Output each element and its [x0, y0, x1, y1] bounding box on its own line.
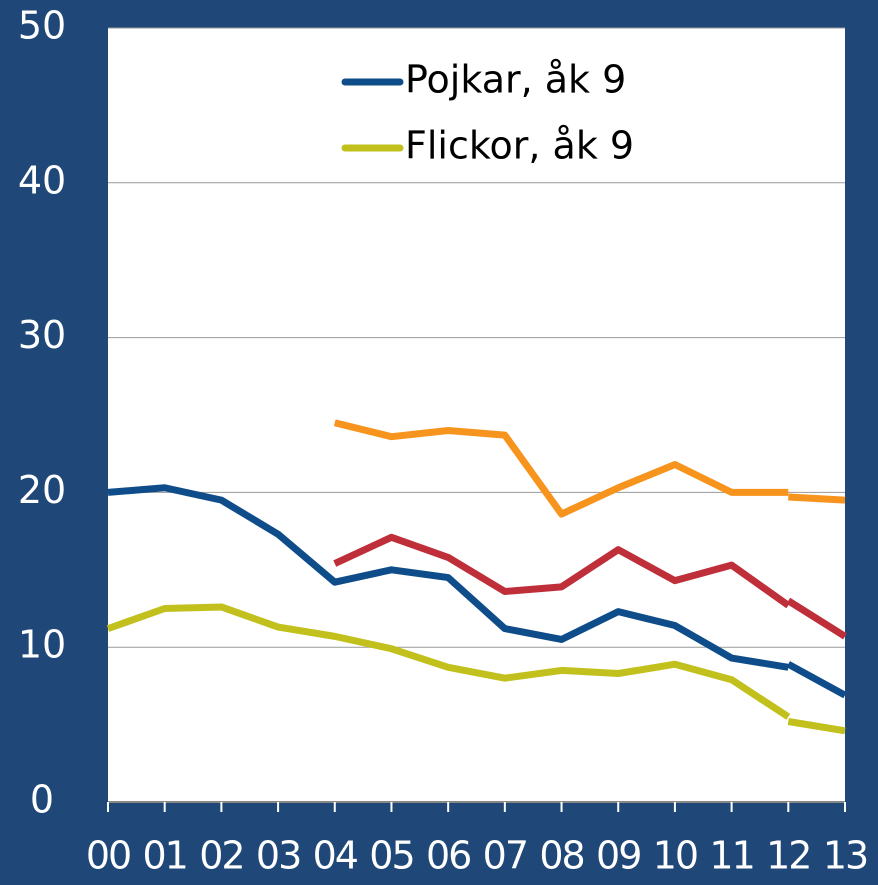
x-tick-label: 06 — [426, 834, 470, 878]
x-tick-label: 04 — [313, 834, 358, 878]
y-tick-label: 40 — [18, 158, 66, 202]
x-tick-label: 10 — [653, 834, 697, 878]
x-tick-label: 07 — [483, 834, 527, 878]
y-tick-label: 50 — [18, 4, 66, 48]
x-tick-label: 05 — [369, 834, 413, 878]
x-tick-label: 02 — [199, 834, 243, 878]
x-tick-label: 08 — [539, 834, 583, 878]
series-line — [333, 419, 789, 518]
x-tick-label: 03 — [256, 834, 300, 878]
x-tick-label: 09 — [596, 834, 640, 878]
series-line — [786, 661, 847, 699]
series-line — [333, 533, 791, 609]
y-tick-label: 0 — [30, 778, 54, 822]
legend-label: Flickor, åk 9 — [405, 124, 634, 168]
y-tick-label: 30 — [18, 313, 66, 357]
legend-label: Pojkar, åk 9 — [405, 58, 626, 102]
series-line — [786, 597, 847, 640]
series-line — [787, 718, 846, 735]
x-tick-label: 01 — [143, 834, 187, 878]
series-line — [106, 603, 791, 720]
y-tick-label: 20 — [18, 468, 66, 512]
x-tick-label: 12 — [766, 834, 810, 878]
y-tick-label: 10 — [18, 623, 66, 667]
x-tick-label: 11 — [709, 834, 753, 878]
series-line — [107, 484, 789, 671]
series-line — [788, 493, 846, 504]
x-tick-label: 00 — [86, 834, 130, 878]
x-tick-label: 13 — [823, 834, 867, 878]
